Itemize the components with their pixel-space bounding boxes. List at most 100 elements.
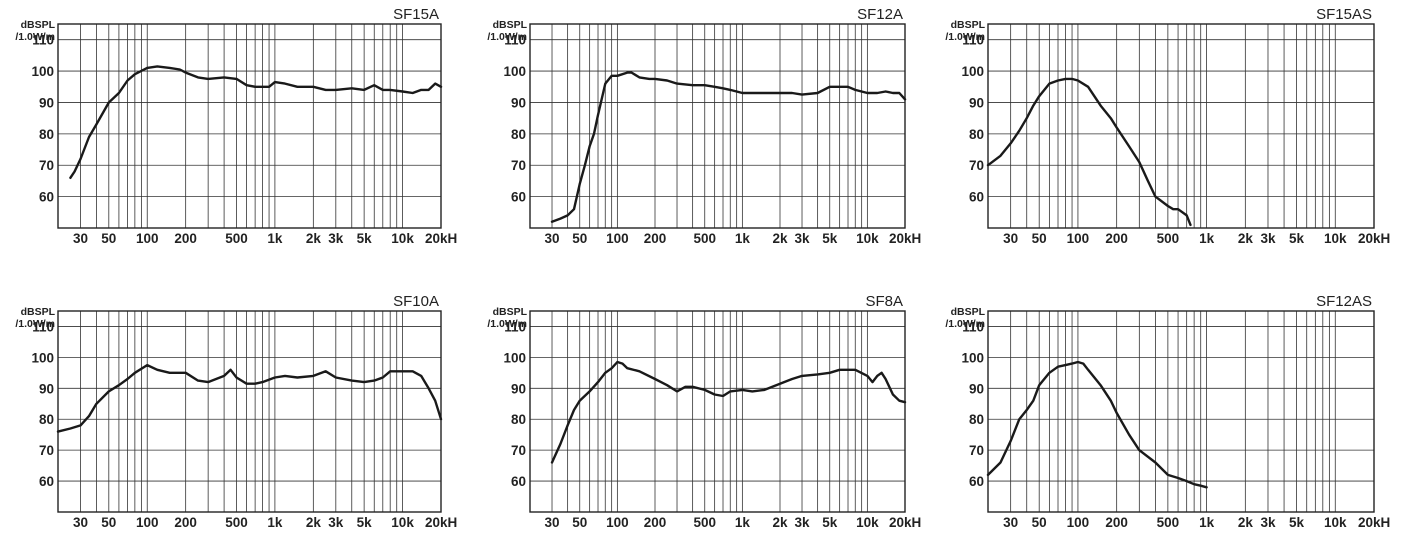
x-tick-label: 10k	[391, 515, 414, 530]
x-tick-label: 3k	[328, 231, 344, 246]
grid-horizontal	[988, 39, 1374, 198]
x-tick-label: 30	[73, 231, 88, 246]
x-tick-label: 1k	[1199, 515, 1215, 530]
x-tick-label: 10k	[391, 231, 414, 246]
x-tick-label: 10k	[856, 515, 879, 530]
x-tick-label: 50	[572, 231, 587, 246]
y-tick-label: 70	[39, 158, 54, 173]
y-tick-label: 90	[39, 381, 54, 396]
x-tick-label: 5k	[357, 515, 373, 530]
y-tick-label: 110	[504, 33, 526, 48]
y-tick-label: 90	[511, 381, 526, 396]
response-curve	[550, 360, 907, 464]
x-tick-label: 5k	[822, 231, 838, 246]
x-tick-label: 500	[1157, 515, 1180, 530]
x-tick-label: 100	[606, 515, 629, 530]
x-tick-label: 2k	[772, 515, 788, 530]
response-curve	[986, 77, 1192, 227]
grid-horizontal	[58, 39, 441, 198]
chart-title: SF12AS	[1316, 293, 1372, 310]
y-tick-label: 110	[962, 319, 984, 334]
y-tick-label: 60	[511, 474, 526, 489]
y-tick-label: 60	[969, 190, 984, 205]
x-tick-label: 500	[225, 515, 248, 530]
x-tick-label: 20kH	[889, 515, 921, 530]
x-tick-label: 20kH	[1358, 515, 1390, 530]
x-tick-label: 3k	[794, 515, 810, 530]
y-tick-label: 100	[31, 350, 54, 365]
x-tick-label: 100	[606, 231, 629, 246]
x-tick-label: 5k	[1289, 231, 1305, 246]
y-unit-label: /1.0W/m	[945, 318, 985, 330]
y-tick-label: 70	[969, 443, 984, 458]
x-tick-label: 2k	[306, 515, 322, 530]
x-tick-label: 200	[174, 515, 197, 530]
x-tick-label: 2k	[1238, 231, 1254, 246]
x-tick-label: 100	[136, 231, 159, 246]
x-tick-label: 200	[644, 515, 667, 530]
x-tick-label: 3k	[794, 231, 810, 246]
x-tick-label: 30	[73, 515, 88, 530]
y-tick-label: 60	[511, 190, 526, 205]
y-tick-label: 60	[969, 474, 984, 489]
x-tick-label: 20kH	[425, 231, 457, 246]
plot-frame	[57, 23, 442, 229]
x-tick-label: 5k	[822, 515, 838, 530]
x-tick-label: 1k	[735, 515, 751, 530]
y-unit-label: dBSPL	[951, 19, 986, 31]
x-tick-label: 500	[225, 231, 248, 246]
y-tick-label: 90	[969, 95, 984, 110]
y-tick-label: 110	[962, 33, 984, 48]
y-tick-label: 100	[31, 64, 54, 79]
y-tick-label: 100	[503, 350, 526, 365]
plot-frame	[57, 310, 442, 513]
x-tick-label: 200	[174, 231, 197, 246]
x-tick-label: 200	[1105, 231, 1128, 246]
x-tick-label: 500	[693, 515, 716, 530]
x-tick-label: 20kH	[889, 231, 921, 246]
x-tick-label: 30	[544, 231, 559, 246]
x-tick-label: 5k	[357, 231, 373, 246]
y-unit-label: dBSPL	[493, 19, 528, 31]
y-tick-label: 80	[39, 127, 54, 142]
y-unit-label: dBSPL	[21, 306, 56, 318]
y-tick-label: 70	[39, 443, 54, 458]
x-tick-label: 30	[1003, 515, 1018, 530]
y-unit-label: dBSPL	[951, 306, 986, 318]
y-unit-label: dBSPL	[493, 306, 528, 318]
plot-frame	[987, 310, 1375, 513]
x-tick-label: 500	[1157, 231, 1180, 246]
y-tick-label: 70	[511, 443, 526, 458]
chart-title: SF12A	[857, 6, 903, 23]
x-tick-label: 30	[1003, 231, 1018, 246]
x-tick-label: 50	[101, 231, 116, 246]
y-tick-label: 80	[511, 412, 526, 427]
y-tick-label: 70	[511, 158, 526, 173]
y-tick-label: 110	[32, 33, 54, 48]
x-tick-label: 10k	[856, 231, 879, 246]
y-unit-label: /1.0W/m	[487, 31, 527, 43]
x-tick-label: 100	[136, 515, 159, 530]
x-tick-label: 1k	[267, 231, 283, 246]
grid-horizontal	[58, 326, 441, 482]
x-tick-label: 20kH	[1358, 231, 1390, 246]
y-tick-label: 80	[39, 412, 54, 427]
x-tick-label: 10k	[1324, 231, 1347, 246]
response-curve	[550, 71, 907, 223]
grid-horizontal	[530, 39, 905, 198]
x-tick-label: 200	[1105, 515, 1128, 530]
y-tick-label: 80	[969, 127, 984, 142]
x-tick-label: 30	[544, 515, 559, 530]
x-tick-label: 50	[101, 515, 116, 530]
x-tick-label: 1k	[1199, 231, 1215, 246]
x-tick-label: 3k	[1260, 515, 1276, 530]
chart-title: SF8A	[865, 293, 903, 310]
x-tick-label: 2k	[1238, 515, 1254, 530]
grid-vertical	[551, 311, 868, 512]
y-tick-label: 100	[503, 64, 526, 79]
y-tick-label: 100	[961, 64, 984, 79]
x-tick-label: 2k	[306, 231, 322, 246]
